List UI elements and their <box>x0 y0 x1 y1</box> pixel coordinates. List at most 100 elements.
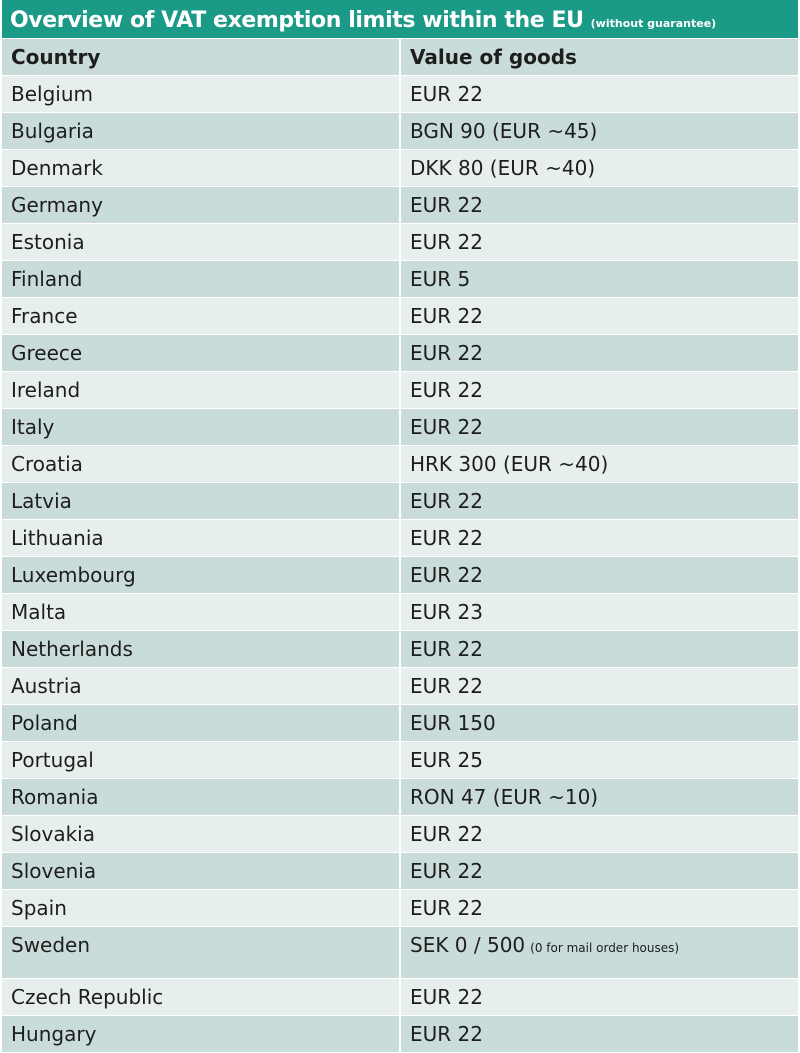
table-row: Hungary EUR 22 <box>2 1015 798 1053</box>
value-text: SEK 0 / 500 <box>410 933 526 957</box>
value-cell: EUR 22 <box>400 889 798 927</box>
country-cell: Bulgaria <box>2 112 401 150</box>
value-cell: EUR 22 <box>400 408 798 446</box>
country-cell: Luxembourg <box>2 556 401 594</box>
country-cell: Italy <box>2 408 401 446</box>
value-text: RON 47 (EUR ~10) <box>410 785 599 809</box>
table-row: Germany EUR 22 <box>2 186 798 224</box>
page-title: Overview of VAT exemption limits within … <box>10 8 584 33</box>
table-row: Slovenia EUR 22 <box>2 852 798 890</box>
table-row: Croatia HRK 300 (EUR ~40) <box>2 445 798 483</box>
title-bar: Overview of VAT exemption limits within … <box>2 0 798 38</box>
value-cell: EUR 22 <box>400 297 798 335</box>
value-cell: RON 47 (EUR ~10) <box>400 778 798 816</box>
value-cell: EUR 22 <box>400 1015 798 1053</box>
value-text: EUR 22 <box>410 304 483 328</box>
value-text: EUR 22 <box>410 230 483 254</box>
value-text: EUR 25 <box>410 748 483 772</box>
value-text: EUR 22 <box>410 859 483 883</box>
country-cell: Latvia <box>2 482 401 520</box>
value-text: BGN 90 (EUR ~45) <box>410 119 598 143</box>
table-row: Latvia EUR 22 <box>2 482 798 520</box>
table-row: Estonia EUR 22 <box>2 223 798 261</box>
country-cell: France <box>2 297 401 335</box>
table-row: Romania RON 47 (EUR ~10) <box>2 778 798 816</box>
value-cell: DKK 80 (EUR ~40) <box>400 149 798 187</box>
table-row: Czech Republic EUR 22 <box>2 978 798 1016</box>
country-cell: Spain <box>2 889 401 927</box>
value-text: EUR 22 <box>410 822 483 846</box>
vat-exemption-table: Country Value of goods Belgium EUR 22 Bulg… <box>2 39 798 1053</box>
table-row: Luxembourg EUR 22 <box>2 556 798 594</box>
column-header-country: Country <box>2 39 401 76</box>
value-text: DKK 80 (EUR ~40) <box>410 156 596 180</box>
value-text: EUR 22 <box>410 489 483 513</box>
value-text: EUR 22 <box>410 563 483 587</box>
value-cell: EUR 22 <box>400 978 798 1016</box>
value-text: EUR 23 <box>410 600 483 624</box>
country-cell: Belgium <box>2 75 401 113</box>
value-cell: EUR 22 <box>400 815 798 853</box>
value-cell: EUR 22 <box>400 482 798 520</box>
value-cell: EUR 22 <box>400 667 798 705</box>
value-text: EUR 22 <box>410 674 483 698</box>
value-cell: EUR 22 <box>400 186 798 224</box>
value-text: EUR 22 <box>410 415 483 439</box>
value-cell: EUR 5 <box>400 260 798 298</box>
country-cell: Slovakia <box>2 815 401 853</box>
country-cell: Lithuania <box>2 519 401 557</box>
country-cell: Austria <box>2 667 401 705</box>
value-text: EUR 22 <box>410 526 483 550</box>
value-cell: EUR 22 <box>400 334 798 372</box>
country-cell: Sweden <box>2 926 401 979</box>
table-row: Lithuania EUR 22 <box>2 519 798 557</box>
table-row: Finland EUR 5 <box>2 260 798 298</box>
value-cell: EUR 150 <box>400 704 798 742</box>
table-row: France EUR 22 <box>2 297 798 335</box>
country-cell: Estonia <box>2 223 401 261</box>
value-cell: EUR 25 <box>400 741 798 779</box>
value-text: EUR 22 <box>410 82 483 106</box>
value-text: EUR 22 <box>410 193 483 217</box>
table-row: Denmark DKK 80 (EUR ~40) <box>2 149 798 187</box>
value-text: EUR 22 <box>410 985 483 1009</box>
value-cell: EUR 22 <box>400 519 798 557</box>
title-note: (without guarantee) <box>590 17 717 30</box>
table-row: Sweden SEK 0 / 500 (0 for mail order house… <box>2 926 798 979</box>
value-cell: EUR 22 <box>400 75 798 113</box>
value-text: EUR 22 <box>410 1022 483 1046</box>
value-cell: BGN 90 (EUR ~45) <box>400 112 798 150</box>
value-text: EUR 22 <box>410 637 483 661</box>
value-cell: EUR 22 <box>400 223 798 261</box>
value-cell: EUR 22 <box>400 371 798 409</box>
country-cell: Romania <box>2 778 401 816</box>
value-note: (0 for mail order houses) <box>530 941 680 955</box>
country-cell: Hungary <box>2 1015 401 1053</box>
value-cell: EUR 22 <box>400 852 798 890</box>
value-cell: EUR 22 <box>400 556 798 594</box>
country-cell: Finland <box>2 260 401 298</box>
country-cell: Germany <box>2 186 401 224</box>
value-cell: EUR 23 <box>400 593 798 631</box>
table-header-row: Country Value of goods <box>2 39 798 76</box>
value-text: EUR 22 <box>410 378 483 402</box>
country-cell: Denmark <box>2 149 401 187</box>
country-cell: Slovenia <box>2 852 401 890</box>
table-row: Belgium EUR 22 <box>2 75 798 113</box>
value-text: EUR 150 <box>410 711 496 735</box>
value-text: EUR 5 <box>410 267 471 291</box>
country-cell: Czech Republic <box>2 978 401 1016</box>
column-header-value: Value of goods <box>400 39 798 76</box>
table-row: Greece EUR 22 <box>2 334 798 372</box>
country-cell: Malta <box>2 593 401 631</box>
table-row: Austria EUR 22 <box>2 667 798 705</box>
table-row: Netherlands EUR 22 <box>2 630 798 668</box>
value-cell: HRK 300 (EUR ~40) <box>400 445 798 483</box>
table-row: Italy EUR 22 <box>2 408 798 446</box>
country-cell: Greece <box>2 334 401 372</box>
table-row: Slovakia EUR 22 <box>2 815 798 853</box>
country-cell: Netherlands <box>2 630 401 668</box>
value-text: EUR 22 <box>410 341 483 365</box>
table-body: Belgium EUR 22 Bulgaria BGN 90 (EUR ~45) Den… <box>2 75 798 1053</box>
